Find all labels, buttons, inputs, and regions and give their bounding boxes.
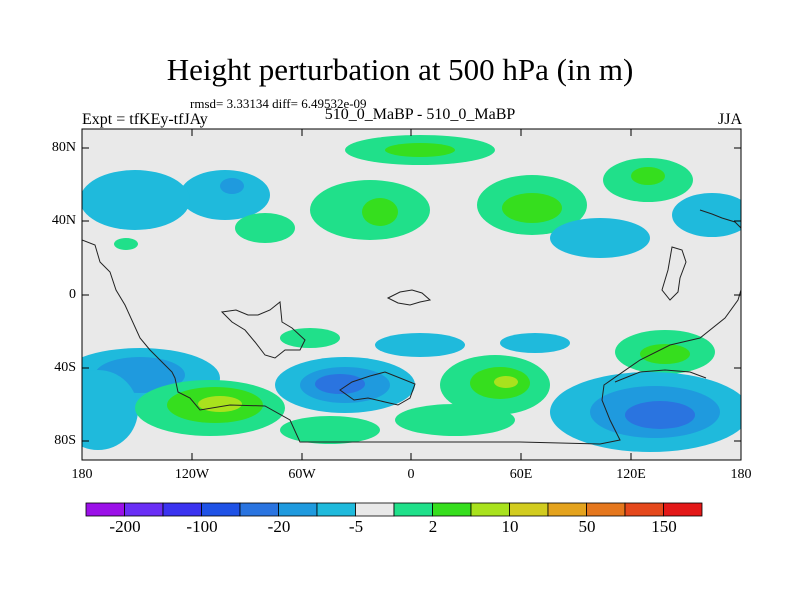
contour-blob <box>114 238 138 250</box>
coastline-path <box>699 209 741 229</box>
contour-blob <box>395 404 515 436</box>
lon-label-60w: 60W <box>288 467 316 482</box>
lon-label-180e: 180 <box>730 467 752 482</box>
contour-blob <box>625 401 695 429</box>
colorbar-swatch <box>355 502 395 517</box>
colorbar-label: 2 <box>428 517 438 536</box>
experiment-label: Expt = tfKEy-tfJAy <box>82 111 208 128</box>
lon-label-120w: 120W <box>174 467 210 482</box>
contour-blob <box>500 333 570 353</box>
lon-label-180w: 180 <box>71 467 93 482</box>
lat-label-0: 0 <box>69 287 76 302</box>
contour-blob <box>631 167 665 185</box>
lat-label-40s: 40S <box>54 360 76 375</box>
colorbar-swatch <box>278 502 318 517</box>
contour-blob <box>502 193 562 223</box>
colorbar-swatch <box>85 502 125 517</box>
lon-label-60e: 60E <box>509 467 533 482</box>
coastline-path <box>661 246 687 301</box>
contour-blob <box>82 170 190 230</box>
colorbar-swatch <box>624 502 664 517</box>
contour-blob <box>315 374 365 394</box>
contour-blob <box>82 370 138 450</box>
colorbar <box>85 502 703 517</box>
colorbar-label: -100 <box>186 517 218 536</box>
lon-label-0: 0 <box>407 467 415 482</box>
lat-label-40n: 40N <box>51 213 76 228</box>
coastline-path <box>339 371 416 406</box>
colorbar-swatch <box>124 502 164 517</box>
colorbar-swatch <box>586 502 626 517</box>
stats-text: rmsd= 3.33134 diff= 6.49532e-09 <box>190 96 367 111</box>
axis-ticks <box>82 129 741 460</box>
coastline-path <box>614 369 707 383</box>
contour-blob <box>640 344 690 364</box>
coastline-path <box>386 289 432 306</box>
colorbar-label: -200 <box>109 517 141 536</box>
contour-blob <box>220 178 244 194</box>
colorbar-swatch <box>432 502 472 517</box>
colorbar-swatch <box>547 502 587 517</box>
contour-blob <box>672 193 741 237</box>
contour-blob <box>362 198 398 226</box>
contour-blob <box>385 143 455 157</box>
season-label: JJA <box>717 111 742 128</box>
colorbar-label: 10 <box>501 517 519 536</box>
colorbar-label: 150 <box>651 517 677 536</box>
case-label: 510_0_MaBP - 510_0_MaBP <box>324 106 516 123</box>
colorbar-swatch <box>316 502 356 517</box>
colorbar-swatch <box>201 502 241 517</box>
coastline-path <box>82 239 741 445</box>
colorbar-swatch <box>239 502 279 517</box>
colorbar-swatch <box>663 502 703 517</box>
lon-label-120e: 120E <box>616 467 646 482</box>
lat-label-80n: 80N <box>51 140 76 155</box>
contour-blob <box>550 218 650 258</box>
contour-blob <box>375 333 465 357</box>
contour-blob <box>280 416 380 444</box>
contour-blob <box>280 328 340 348</box>
colorbar-label: -20 <box>267 517 291 536</box>
colorbar-swatch <box>470 502 510 517</box>
coastlines <box>82 209 741 445</box>
map-title: Height perturbation at 500 hPa (in m) <box>166 52 634 87</box>
colorbar-swatch <box>162 502 202 517</box>
contour-blob <box>180 170 270 220</box>
coastline-path <box>220 301 306 359</box>
contour-blob <box>235 213 295 243</box>
contour-fields <box>82 135 741 452</box>
lat-label-80s: 80S <box>54 433 76 448</box>
colorbar-label: -5 <box>348 517 364 536</box>
contour-blob <box>494 376 518 388</box>
colorbar-swatch <box>509 502 549 517</box>
colorbar-swatch <box>393 502 433 517</box>
colorbar-label: 50 <box>578 517 596 536</box>
